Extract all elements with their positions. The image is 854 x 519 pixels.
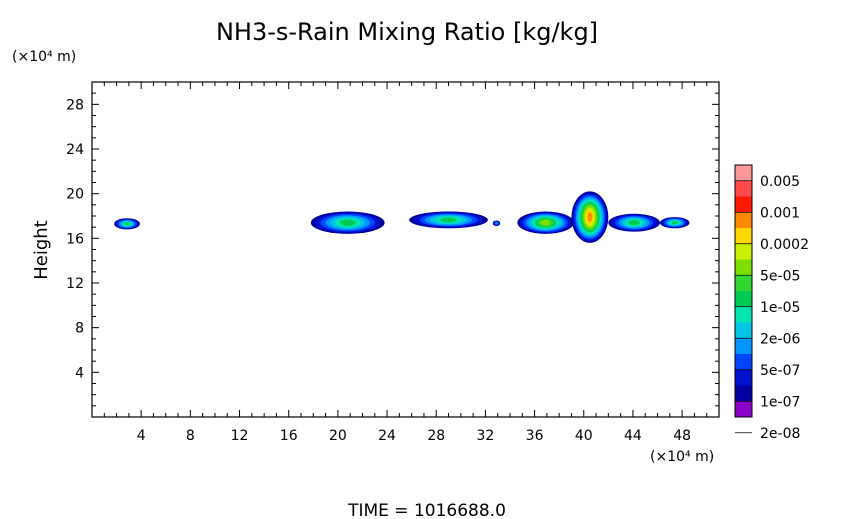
y-unit-label: (×10⁴ m) <box>12 49 76 65</box>
colorbar: 0.005 0.001 0.0002 5e-05 1e-05 2e-06 5e-07 1e-0… <box>734 164 809 442</box>
y-tick-label: 8 <box>75 321 84 337</box>
contour-region <box>571 191 609 243</box>
colorbar-swatch <box>735 165 752 182</box>
contour-regions <box>114 191 690 243</box>
x-tick-label: 4 <box>137 428 146 444</box>
x-axis-ticks: 4 8 12 16 20 24 28 32 36 40 44 48 <box>103 82 708 444</box>
x-tick-label: 8 <box>186 428 195 444</box>
x-tick-label: 20 <box>329 428 347 444</box>
x-tick-label: 48 <box>673 428 691 444</box>
colorbar-label: 0.001 <box>760 205 800 221</box>
colorbar-label: 5e-07 <box>760 363 800 379</box>
plot-frame <box>91 81 720 418</box>
colorbar-swatch <box>735 212 752 229</box>
colorbar-label: 2e-08 <box>760 426 800 442</box>
contour-level <box>495 222 498 225</box>
contour-region <box>659 217 690 229</box>
colorbar-swatch <box>735 322 752 339</box>
x-tick-label: 12 <box>231 428 249 444</box>
colorbar-frame <box>734 164 753 418</box>
y-axis-label: Height <box>31 220 52 280</box>
x-tick-label: 44 <box>624 428 642 444</box>
x-tick-label: 36 <box>526 428 544 444</box>
y-tick-label: 16 <box>66 231 84 247</box>
contour-region <box>517 211 574 234</box>
colorbar-swatch <box>735 259 752 276</box>
y-tick-label: 4 <box>75 365 84 381</box>
colorbar-swatch <box>735 196 752 213</box>
contour-level <box>339 219 356 226</box>
x-tick-label: 28 <box>427 428 445 444</box>
x-unit-label: (×10⁴ m) <box>650 449 714 465</box>
contour-level <box>671 221 678 225</box>
y-tick-label: 20 <box>66 187 84 203</box>
contour-region <box>492 220 501 227</box>
contour-region <box>114 218 140 230</box>
colorbar-swatch <box>735 275 752 292</box>
colorbar-swatch <box>735 401 752 418</box>
x-tick-label: 32 <box>476 428 494 444</box>
contour-region <box>608 213 660 232</box>
colorbar-swatch <box>735 385 752 402</box>
colorbar-swatch <box>735 243 752 260</box>
contour-level <box>440 217 457 223</box>
colorbar-swatch <box>735 354 752 371</box>
time-label: TIME = 1016688.0 <box>347 501 506 519</box>
y-tick-label: 28 <box>66 97 84 113</box>
contour-level <box>587 212 593 223</box>
y-axis-ticks: 4 8 12 16 20 24 28 <box>66 92 719 407</box>
contour-level <box>540 220 551 226</box>
colorbar-swatch <box>735 291 752 308</box>
colorbar-swatch <box>735 180 752 197</box>
colorbar-label: 0.0002 <box>760 237 809 253</box>
colorbar-swatch <box>735 228 752 245</box>
colorbar-swatch <box>735 338 752 355</box>
chart-title: NH3-s-Rain Mixing Ratio [kg/kg] <box>216 18 598 46</box>
colorbar-label: 0.005 <box>760 174 800 190</box>
colorbar-swatch <box>735 369 752 386</box>
colorbar-label: 1e-05 <box>760 300 800 316</box>
colorbar-label: 1e-07 <box>760 394 800 410</box>
y-tick-label: 12 <box>66 276 84 292</box>
contour-level <box>628 220 640 226</box>
colorbar-swatch <box>735 306 752 323</box>
y-tick-label: 24 <box>66 142 84 158</box>
x-tick-label: 40 <box>575 428 593 444</box>
colorbar-label: 5e-05 <box>760 268 800 284</box>
contour-region <box>409 211 488 229</box>
contour-region <box>310 211 385 234</box>
x-tick-label: 24 <box>378 428 396 444</box>
x-tick-label: 16 <box>280 428 298 444</box>
colorbar-label: 2e-06 <box>760 331 800 347</box>
contour-level <box>124 222 130 226</box>
